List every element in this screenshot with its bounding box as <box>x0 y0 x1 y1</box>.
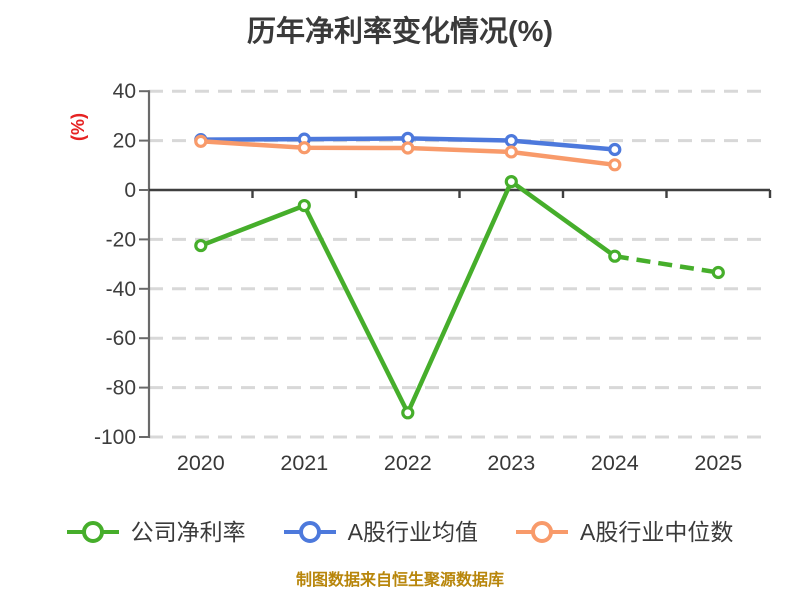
y-tick-labels: 40 20 0 -20 -40 -60 -80 -100 <box>94 80 136 449</box>
data-point-marker <box>401 406 415 420</box>
x-tick-label: 2021 <box>280 451 328 475</box>
legend-label: A股行业中位数 <box>580 519 734 545</box>
y-tick-label: -80 <box>106 377 136 400</box>
x-tick-label: 2024 <box>591 451 639 475</box>
legend-item-a-share-industry-mean: A股行业均值 <box>283 519 478 545</box>
green-line-marker-icon <box>66 519 119 545</box>
x-tick-label: 2023 <box>487 451 535 475</box>
x-tick-label: 2025 <box>694 451 742 475</box>
data-point-marker <box>504 134 518 148</box>
y-tick-label: -60 <box>106 327 136 350</box>
x-tick-labels: 2020 2021 2022 2023 2024 2025 <box>177 451 742 475</box>
series-a-share-industry-median <box>194 134 622 172</box>
blue-line-marker-icon <box>283 519 336 545</box>
data-point-marker <box>297 141 311 155</box>
series-company-net-margin <box>194 175 725 420</box>
y-tick-label: 20 <box>113 130 136 153</box>
y-tick-label: -40 <box>106 278 136 301</box>
data-point-marker <box>194 134 208 148</box>
y-tick-label: 0 <box>124 179 136 202</box>
data-point-marker <box>401 141 415 155</box>
data-point-marker <box>608 249 622 263</box>
y-tick-label: -100 <box>94 426 136 449</box>
data-point-marker <box>504 175 518 189</box>
legend: 公司净利率 A股行业均值 A股行业中位数 <box>0 519 800 545</box>
legend-item-company-net-margin: 公司净利率 <box>66 519 246 545</box>
axes <box>139 90 772 438</box>
y-axis-unit-label: (%) <box>68 113 88 141</box>
legend-item-a-share-industry-median: A股行业中位数 <box>516 519 733 545</box>
data-point-marker <box>711 265 725 280</box>
chart-title: 历年净利率变化情况(%) <box>246 16 554 48</box>
orange-line-marker-icon <box>516 519 568 545</box>
data-point-marker <box>608 158 622 172</box>
x-tick-label: 2020 <box>177 451 225 475</box>
legend-label: A股行业均值 <box>347 519 478 545</box>
data-point-marker <box>297 198 311 213</box>
y-tick-label: -20 <box>106 228 136 251</box>
y-tick-label: 40 <box>113 80 136 103</box>
footer-data-source-caption: 制图数据来自恒生聚源数据库 <box>295 572 504 589</box>
x-tick-label: 2022 <box>384 451 432 475</box>
data-point-marker <box>194 238 208 253</box>
data-point-marker <box>608 142 622 157</box>
data-point-marker <box>504 145 518 159</box>
legend-label: 公司净利率 <box>130 519 246 545</box>
